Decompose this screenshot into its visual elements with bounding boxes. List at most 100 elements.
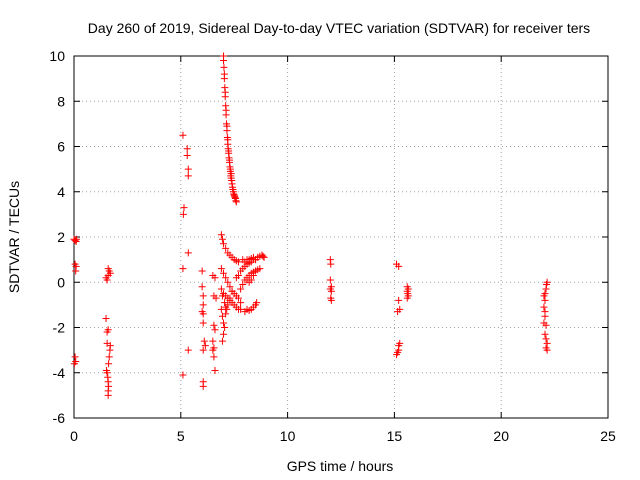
data-point	[239, 281, 247, 289]
axis-ticks: 0 5 10 15 20 25 -6 -4 -2 0 2 4 6 8 10	[49, 48, 616, 444]
x-tick-label: 20	[493, 428, 509, 444]
y-tick-label: 4	[57, 184, 65, 200]
data-point	[253, 299, 261, 307]
data-point	[199, 319, 207, 327]
data-point	[395, 262, 403, 270]
data-point	[404, 290, 412, 298]
data-point	[199, 310, 207, 318]
data-point	[541, 312, 549, 320]
data-point	[541, 296, 549, 304]
data-point	[327, 287, 335, 295]
data-point	[105, 360, 113, 368]
data-point	[220, 63, 228, 71]
data-point	[259, 252, 267, 260]
data-point	[211, 366, 219, 374]
data-point	[223, 305, 231, 313]
y-tick-label: -4	[53, 365, 66, 381]
y-tick-label: -2	[53, 320, 66, 336]
data-point	[184, 165, 192, 173]
data-point	[224, 278, 232, 286]
data-point	[106, 342, 114, 350]
data-point	[180, 204, 188, 212]
data-point	[326, 276, 334, 284]
data-point	[72, 267, 80, 275]
data-point	[217, 265, 225, 273]
data-point	[220, 269, 228, 277]
data-point	[179, 210, 187, 218]
data-point	[226, 294, 234, 302]
data-point	[199, 346, 207, 354]
data-point	[543, 346, 551, 354]
data-point	[220, 319, 228, 327]
data-point	[209, 346, 217, 354]
data-point	[71, 236, 79, 244]
y-tick-label: -6	[53, 410, 66, 426]
data-point	[199, 301, 207, 309]
data-point	[199, 292, 207, 300]
data-point	[540, 303, 548, 311]
x-axis-title: GPS time / hours	[287, 458, 394, 474]
data-point	[237, 305, 245, 313]
x-tick-label: 0	[70, 428, 78, 444]
data-point	[184, 346, 192, 354]
data-point	[103, 276, 111, 284]
data-point	[220, 330, 228, 338]
data-point	[199, 382, 207, 390]
data-point	[221, 324, 229, 331]
data-point	[198, 283, 206, 291]
grid-lines	[74, 56, 608, 418]
data-point	[226, 283, 234, 291]
data-point	[234, 271, 242, 279]
data-point	[183, 145, 191, 153]
data-point	[209, 337, 217, 345]
x-tick-label: 15	[387, 428, 403, 444]
y-tick-label: 2	[57, 229, 65, 245]
data-point	[232, 198, 240, 206]
data-point	[543, 339, 551, 347]
data-point	[224, 136, 232, 144]
data-point	[106, 269, 114, 277]
data-point	[210, 353, 218, 361]
data-point	[234, 258, 242, 266]
y-tick-label: 10	[49, 48, 65, 64]
data-point	[218, 235, 226, 243]
data-point	[228, 287, 236, 295]
data-point	[184, 172, 192, 180]
data-point	[104, 391, 112, 399]
data-point	[222, 310, 230, 318]
data-point	[102, 314, 110, 322]
chart-title: Day 260 of 2019, Sidereal Day-to-day VTE…	[88, 20, 590, 36]
data-point	[222, 244, 230, 252]
data-point	[247, 276, 255, 284]
x-tick-label: 10	[280, 428, 296, 444]
data-point	[73, 235, 81, 243]
x-tick-label: 5	[177, 428, 185, 444]
data-point	[249, 271, 257, 279]
data-point	[222, 274, 230, 282]
data-point	[327, 260, 335, 268]
data-point	[218, 337, 226, 345]
data-point	[201, 342, 209, 350]
data-point	[543, 278, 551, 286]
data-point	[260, 253, 268, 261]
data-point	[104, 265, 112, 273]
data-point	[237, 285, 245, 293]
data-point	[541, 290, 549, 298]
data-point	[221, 88, 229, 96]
data-point	[237, 299, 245, 307]
data-point	[179, 371, 187, 379]
data-point	[211, 274, 219, 282]
data-point	[220, 70, 228, 78]
y-axis-title: SDTVAR / TECUs	[6, 181, 22, 293]
data-point	[220, 57, 228, 65]
data-point	[211, 326, 219, 334]
data-point	[104, 326, 112, 334]
data-point	[71, 353, 79, 361]
data-point	[393, 351, 401, 359]
data-point	[179, 265, 187, 273]
y-tick-label: 8	[57, 93, 65, 109]
data-point	[184, 249, 192, 257]
data-point	[217, 285, 225, 293]
data-point	[256, 265, 264, 273]
